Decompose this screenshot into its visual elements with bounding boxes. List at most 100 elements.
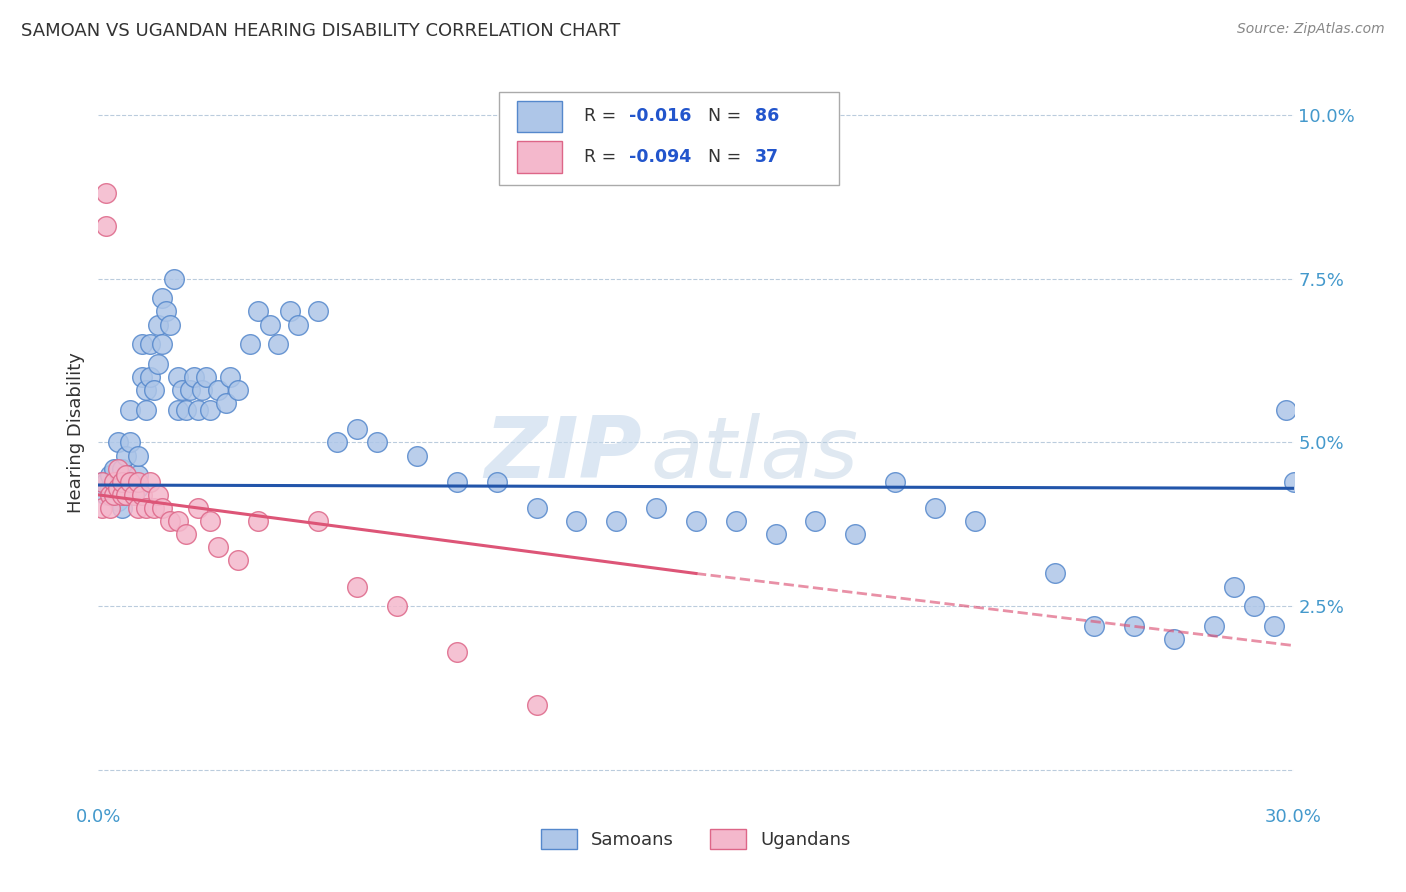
Point <box>287 318 309 332</box>
Point <box>446 475 468 489</box>
Point <box>150 337 173 351</box>
Point <box>226 553 249 567</box>
Point <box>98 468 122 483</box>
Point <box>1223 580 1246 594</box>
Point <box>107 481 129 495</box>
Point <box>127 481 149 495</box>
Point <box>98 488 122 502</box>
Legend: Samoans, Ugandans: Samoans, Ugandans <box>533 822 859 856</box>
Point <box>174 527 197 541</box>
Point <box>267 337 290 351</box>
Text: -0.094: -0.094 <box>628 148 692 166</box>
Point <box>187 500 209 515</box>
Point <box>131 488 153 502</box>
FancyBboxPatch shape <box>517 142 562 172</box>
Point <box>127 500 149 515</box>
Point <box>307 514 329 528</box>
Point <box>1263 619 1285 633</box>
Point <box>91 500 114 515</box>
Point <box>143 500 166 515</box>
Point <box>446 645 468 659</box>
Point <box>127 449 149 463</box>
Point <box>107 494 129 508</box>
Point <box>172 383 194 397</box>
Point <box>124 488 146 502</box>
Point <box>135 402 157 417</box>
Point <box>226 383 249 397</box>
Point <box>366 435 388 450</box>
Text: R =: R = <box>583 148 621 166</box>
Point <box>111 488 134 502</box>
Point <box>645 500 668 515</box>
Point <box>103 488 125 502</box>
Text: N =: N = <box>697 148 747 166</box>
Point <box>207 383 229 397</box>
Point <box>115 449 138 463</box>
Point <box>924 500 946 515</box>
Point <box>685 514 707 528</box>
Point <box>167 514 190 528</box>
Point <box>131 370 153 384</box>
Point <box>98 481 122 495</box>
Point <box>167 402 190 417</box>
Point <box>219 370 242 384</box>
Point <box>135 500 157 515</box>
Point <box>139 337 162 351</box>
Point <box>406 449 429 463</box>
Text: 86: 86 <box>755 107 779 125</box>
Point <box>124 488 146 502</box>
Text: SAMOAN VS UGANDAN HEARING DISABILITY CORRELATION CHART: SAMOAN VS UGANDAN HEARING DISABILITY COR… <box>21 22 620 40</box>
Point <box>139 475 162 489</box>
Point <box>98 500 122 515</box>
Point <box>1282 475 1305 489</box>
Point <box>143 383 166 397</box>
Point <box>179 383 201 397</box>
Point <box>115 468 138 483</box>
Point <box>1123 619 1146 633</box>
Point <box>163 271 186 285</box>
Point <box>239 337 262 351</box>
Point <box>207 541 229 555</box>
Point <box>111 500 134 515</box>
Text: Source: ZipAtlas.com: Source: ZipAtlas.com <box>1237 22 1385 37</box>
Point <box>565 514 588 528</box>
Point <box>91 475 114 489</box>
Point <box>765 527 787 541</box>
Point <box>155 304 177 318</box>
Point <box>120 435 142 450</box>
Point <box>183 370 205 384</box>
Point <box>115 488 138 502</box>
Point <box>1243 599 1265 614</box>
Point <box>346 580 368 594</box>
Point <box>103 488 125 502</box>
Point <box>385 599 409 614</box>
Point <box>724 514 747 528</box>
Point <box>148 318 170 332</box>
Point <box>107 481 129 495</box>
Point <box>124 475 146 489</box>
Point <box>111 475 134 489</box>
Text: ZIP: ZIP <box>485 413 643 496</box>
Point <box>198 514 221 528</box>
Point <box>259 318 281 332</box>
Point <box>103 475 125 489</box>
Point <box>804 514 827 528</box>
Point <box>526 500 548 515</box>
Point <box>127 475 149 489</box>
Point <box>150 291 173 305</box>
Point <box>107 435 129 450</box>
Point <box>307 304 329 318</box>
Point <box>131 337 153 351</box>
Point <box>1274 402 1296 417</box>
Point <box>326 435 349 450</box>
Point <box>1163 632 1185 646</box>
Text: atlas: atlas <box>651 413 859 496</box>
Text: R =: R = <box>583 107 621 125</box>
Point <box>103 461 125 475</box>
Point <box>346 422 368 436</box>
Point <box>96 186 118 201</box>
Point <box>120 402 142 417</box>
Y-axis label: Hearing Disability: Hearing Disability <box>66 352 84 513</box>
Point <box>96 488 118 502</box>
Point <box>115 488 138 502</box>
